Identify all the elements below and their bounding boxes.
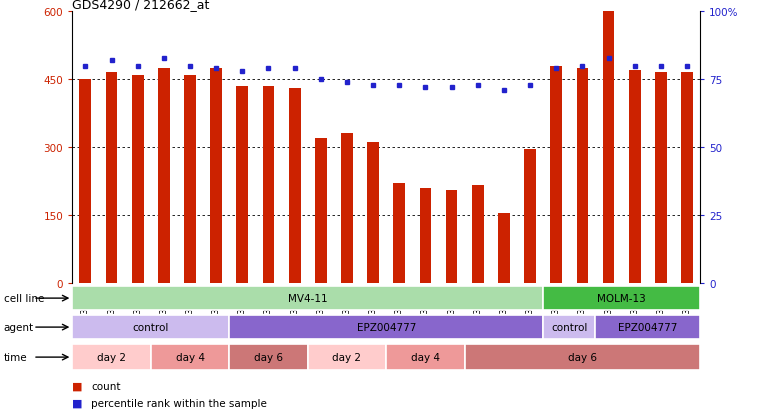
Bar	[498, 213, 510, 283]
Bar	[184, 76, 196, 283]
Bar	[524, 150, 536, 283]
Text: percentile rank within the sample: percentile rank within the sample	[91, 398, 267, 408]
Bar	[341, 134, 353, 283]
Text: MOLM-13: MOLM-13	[597, 293, 646, 304]
Bar	[72, 315, 229, 339]
Bar	[315, 139, 326, 283]
Bar	[629, 71, 641, 283]
Text: control: control	[132, 322, 169, 332]
Bar	[596, 315, 700, 339]
Bar	[210, 69, 222, 283]
Bar	[577, 69, 588, 283]
Text: day 4: day 4	[411, 352, 440, 362]
Bar	[393, 184, 405, 283]
Text: time: time	[4, 352, 27, 362]
Bar	[106, 73, 117, 283]
Bar	[472, 186, 484, 283]
Bar	[465, 344, 700, 370]
Bar	[72, 344, 151, 370]
Text: day 2: day 2	[333, 352, 361, 362]
Text: cell line: cell line	[4, 293, 44, 304]
Bar	[368, 143, 379, 283]
Text: ■: ■	[72, 381, 83, 391]
Text: GDS4290 / 212662_at: GDS4290 / 212662_at	[72, 0, 210, 11]
Text: day 2: day 2	[97, 352, 126, 362]
Bar	[446, 190, 457, 283]
Bar	[158, 69, 170, 283]
Text: MV4-11: MV4-11	[288, 293, 327, 304]
Text: EPZ004777: EPZ004777	[356, 322, 416, 332]
Bar	[229, 344, 307, 370]
Text: day 6: day 6	[254, 352, 283, 362]
Bar	[419, 188, 431, 283]
Text: agent: agent	[4, 322, 34, 332]
Text: ■: ■	[72, 398, 83, 408]
Bar	[543, 286, 700, 311]
Bar	[263, 87, 275, 283]
Text: day 4: day 4	[176, 352, 205, 362]
Bar	[237, 87, 248, 283]
Bar	[288, 89, 301, 283]
Bar	[386, 344, 465, 370]
Bar	[550, 66, 562, 283]
Bar	[681, 73, 693, 283]
Bar	[603, 12, 614, 283]
Text: count: count	[91, 381, 121, 391]
Bar	[72, 286, 543, 311]
Text: EPZ004777: EPZ004777	[618, 322, 677, 332]
Bar	[543, 315, 596, 339]
Bar	[151, 344, 229, 370]
Bar	[655, 73, 667, 283]
Bar	[132, 76, 144, 283]
Text: day 6: day 6	[568, 352, 597, 362]
Bar	[79, 80, 91, 283]
Bar	[307, 344, 386, 370]
Text: control: control	[551, 322, 587, 332]
Bar	[229, 315, 543, 339]
